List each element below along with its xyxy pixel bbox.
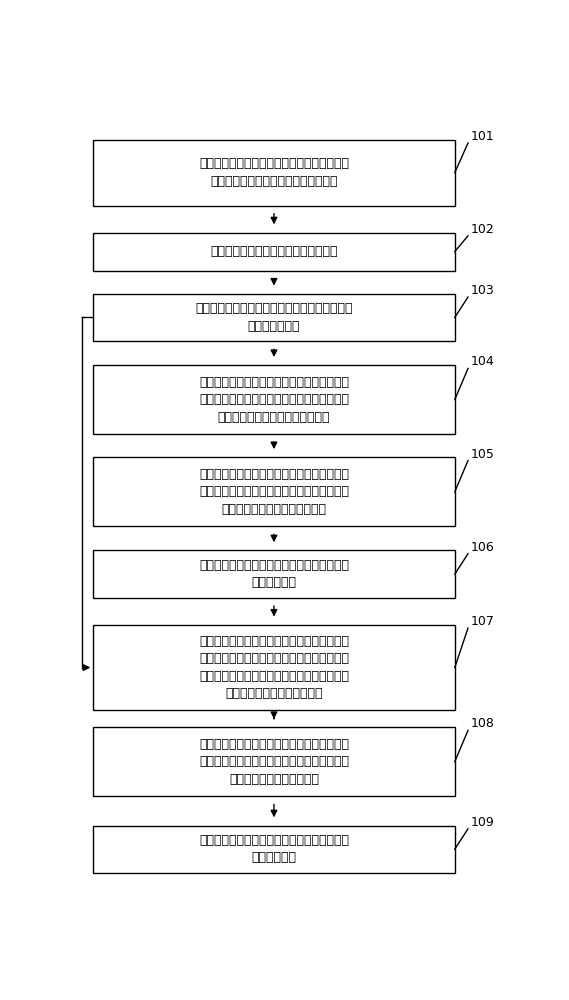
Text: 根据另一新的脉冲宽度调制信号驱动功率单元
板中的开关管: 根据另一新的脉冲宽度调制信号驱动功率单元 板中的开关管 [199,834,349,864]
Text: 将确定后的待加载到脉冲宽度调制信号中的死
区时间值加载到脉冲宽度调制信号中，以生成
另一新的脉冲宽度调制信号: 将确定后的待加载到脉冲宽度调制信号中的死 区时间值加载到脉冲宽度调制信号中，以生… [199,738,349,786]
Text: 105: 105 [470,448,494,461]
Text: 解析死区时间值信号后得到死区时间值: 解析死区时间值信号后得到死区时间值 [210,245,338,258]
FancyBboxPatch shape [93,727,455,796]
Text: 106: 106 [470,541,494,554]
Text: 101: 101 [470,130,494,143]
Text: 102: 102 [470,223,494,236]
Text: 108: 108 [470,717,494,730]
Text: 104: 104 [470,355,494,368]
Text: 将解析死区时间值信号后得到的死区时间值与预
设数值进行比较: 将解析死区时间值信号后得到的死区时间值与预 设数值进行比较 [195,302,353,333]
Text: 将确定后的待加载到所述脉冲宽度调制信号中
的死区时间值加载到脉冲宽度调制信号中，以
生成一个新的脉冲宽度调制信号: 将确定后的待加载到所述脉冲宽度调制信号中 的死区时间值加载到脉冲宽度调制信号中，… [199,468,349,516]
FancyBboxPatch shape [93,457,455,526]
Text: 若解析死区时间值信号后所得到的死区时间值
大于或等于预设数值，则将解析死区时间值信
号后所得到的死区时间值确定为待加载到脉冲
宽度调制信号中的死区时间值: 若解析死区时间值信号后所得到的死区时间值 大于或等于预设数值，则将解析死区时间值… [199,635,349,700]
Text: 103: 103 [470,284,494,297]
FancyBboxPatch shape [93,365,455,434]
Text: 若解析死区时间值信号后所得到的死区时间值
小于预设数值，则将预设数值确定为待加载到
脉冲宽度调制信号中的死区时间值: 若解析死区时间值信号后所得到的死区时间值 小于预设数值，则将预设数值确定为待加载… [199,376,349,424]
Text: 根据一个新的脉冲宽度调制信号驱动功率单元
板中的开关管: 根据一个新的脉冲宽度调制信号驱动功率单元 板中的开关管 [199,559,349,589]
Text: 109: 109 [470,816,494,829]
FancyBboxPatch shape [93,625,455,710]
FancyBboxPatch shape [93,294,455,341]
FancyBboxPatch shape [93,233,455,271]
Text: 107: 107 [470,615,494,628]
FancyBboxPatch shape [93,550,455,598]
FancyBboxPatch shape [93,140,455,206]
FancyBboxPatch shape [93,826,455,873]
Text: 从主控板分别接收脉冲宽度调制信号和与脉冲
宽度调制信号相对应的死区时间值信号: 从主控板分别接收脉冲宽度调制信号和与脉冲 宽度调制信号相对应的死区时间值信号 [199,157,349,188]
